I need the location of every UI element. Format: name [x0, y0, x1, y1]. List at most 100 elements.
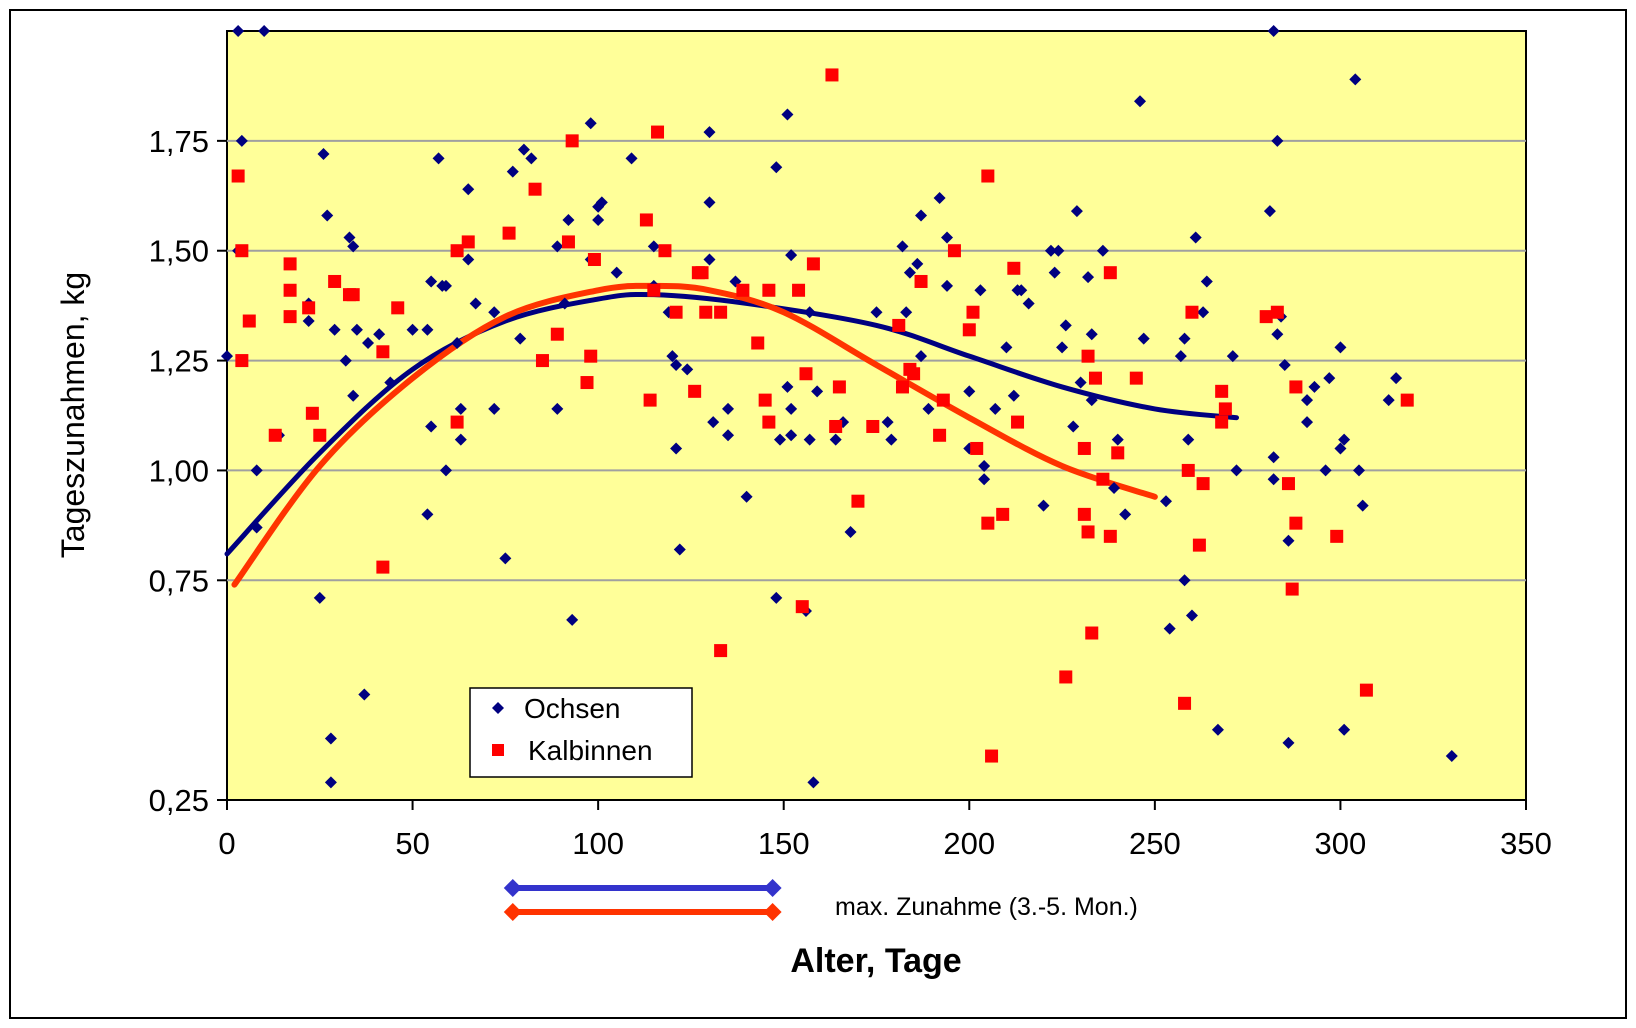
point-kalbinnen — [658, 244, 672, 258]
point-ochsen — [1301, 416, 1314, 429]
data-points — [221, 25, 1458, 789]
point-kalbinnen — [758, 393, 772, 407]
point-kalbinnen — [981, 516, 995, 530]
point-ochsen — [454, 402, 467, 415]
point-kalbinnen — [736, 283, 750, 297]
point-kalbinnen — [1218, 402, 1232, 416]
point-ochsen — [462, 253, 475, 266]
point-ochsen — [1108, 482, 1121, 495]
point-ochsen — [1200, 275, 1213, 288]
point-ochsen — [499, 552, 512, 565]
point-kalbinnen — [832, 380, 846, 394]
point-ochsen — [321, 209, 334, 222]
point-kalbinnen — [283, 257, 297, 271]
point-ochsen — [740, 490, 753, 503]
point-ochsen — [896, 240, 909, 253]
point-ochsen — [328, 323, 341, 336]
point-ochsen — [373, 328, 386, 341]
point-ochsen — [339, 354, 352, 367]
point-ochsen — [439, 464, 452, 477]
point-ochsen — [358, 688, 371, 701]
point-kalbinnen — [936, 393, 950, 407]
point-kalbinnen — [1059, 670, 1073, 684]
point-ochsen — [566, 613, 579, 626]
point-ochsen — [258, 25, 271, 37]
plot-area — [226, 30, 1527, 801]
y-tick-label: 1,50 — [149, 234, 209, 269]
point-ochsen — [1356, 499, 1369, 512]
legend-box — [469, 687, 693, 778]
point-ochsen — [1390, 372, 1403, 385]
point-ochsen — [313, 591, 326, 604]
point-kalbinnen — [1270, 305, 1284, 319]
point-ochsen — [595, 196, 608, 209]
point-kalbinnen — [966, 305, 980, 319]
legend: Ochsen Kalbinnen — [469, 687, 693, 778]
point-ochsen — [774, 433, 787, 446]
point-ochsen — [647, 240, 660, 253]
point-ochsen — [1349, 73, 1362, 86]
y-tick-label: 1,75 — [149, 124, 209, 159]
point-ochsen — [829, 433, 842, 446]
point-ochsen — [425, 420, 438, 433]
point-kalbinnen — [647, 283, 661, 297]
point-ochsen — [785, 429, 798, 442]
x-tick-label: 0 — [218, 826, 235, 861]
point-kalbinnen — [933, 428, 947, 442]
point-kalbinnen — [688, 384, 702, 398]
point-kalbinnen — [762, 415, 776, 429]
point-ochsen — [1056, 341, 1069, 354]
point-kalbinnen — [1259, 310, 1273, 324]
point-kalbinnen — [1011, 415, 1025, 429]
trend-line-kalbinnen — [231, 282, 1158, 588]
point-ochsen — [803, 306, 816, 319]
point-kalbinnen — [561, 235, 575, 249]
point-ochsen — [978, 473, 991, 486]
point-ochsen — [1197, 306, 1210, 319]
point-ochsen — [1178, 574, 1191, 587]
point-kalbinnen — [302, 301, 316, 315]
point-kalbinnen — [1111, 446, 1125, 460]
point-kalbinnen — [981, 169, 995, 183]
point-kalbinnen — [1285, 582, 1299, 596]
point-ochsen — [1282, 534, 1295, 547]
range-end-marker — [503, 903, 522, 921]
point-ochsen — [454, 433, 467, 446]
point-kalbinnen — [1359, 683, 1373, 697]
point-kalbinnen — [907, 367, 921, 381]
point-ochsen — [1085, 328, 1098, 341]
point-ochsen — [1044, 244, 1057, 257]
point-ochsen — [1334, 442, 1347, 455]
point-kalbinnen — [851, 494, 865, 508]
point-kalbinnen — [1185, 305, 1199, 319]
range-end-marker — [763, 879, 782, 897]
y-tick-label: 1,25 — [149, 344, 209, 379]
point-ochsen — [584, 117, 597, 130]
point-kalbinnen — [1330, 529, 1344, 543]
point-kalbinnen — [1085, 626, 1099, 640]
point-ochsen — [1037, 499, 1050, 512]
point-ochsen — [1185, 609, 1198, 622]
point-kalbinnen — [313, 428, 327, 442]
point-ochsen — [1189, 231, 1202, 244]
point-ochsen — [625, 152, 638, 165]
point-ochsen — [506, 165, 519, 178]
x-tick-label: 350 — [1500, 826, 1552, 861]
point-ochsen — [1338, 433, 1351, 446]
point-kalbinnen — [1129, 371, 1143, 385]
point-kalbinnen — [799, 367, 813, 381]
point-ochsen — [350, 323, 363, 336]
point-ochsen — [978, 460, 991, 473]
trend-lines — [224, 282, 1240, 588]
point-ochsen — [551, 402, 564, 415]
point-ochsen — [1211, 723, 1224, 736]
point-ochsen — [551, 240, 564, 253]
y-axis-title: Tageszunahmen, kg — [55, 272, 91, 558]
point-ochsen — [915, 209, 928, 222]
point-ochsen — [681, 363, 694, 376]
point-ochsen — [1059, 319, 1072, 332]
point-ochsen — [703, 126, 716, 139]
point-ochsen — [610, 266, 623, 279]
point-ochsen — [933, 191, 946, 204]
